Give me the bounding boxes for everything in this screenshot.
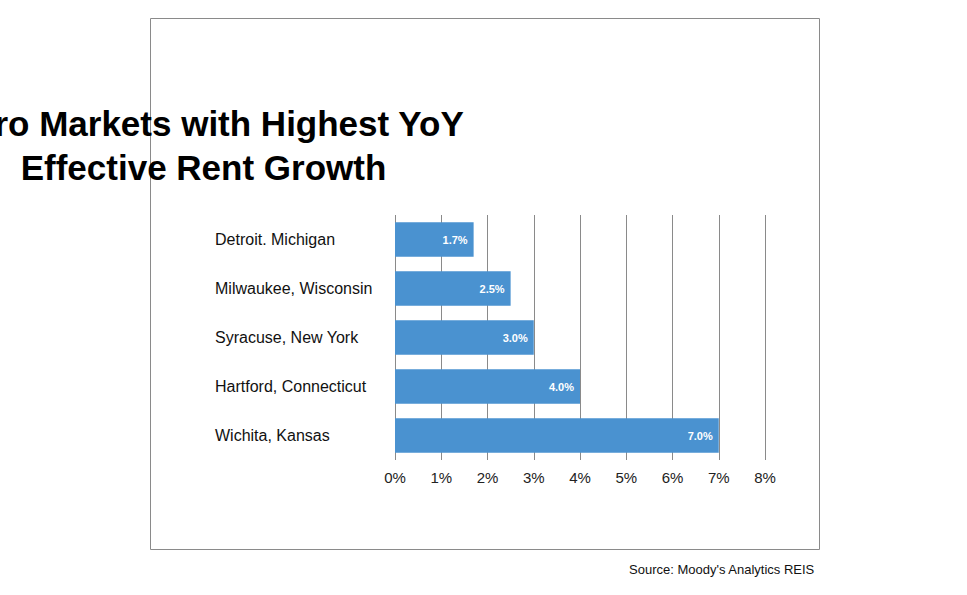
svg-text:4%: 4% — [569, 469, 591, 486]
svg-text:Source: Moody's Analytics REIS: Source: Moody's Analytics REIS — [629, 562, 815, 577]
svg-text:1%: 1% — [430, 469, 452, 486]
svg-text:0%: 0% — [384, 469, 406, 486]
svg-text:7%: 7% — [708, 469, 730, 486]
svg-text:Hartford, Connecticut: Hartford, Connecticut — [215, 378, 367, 395]
svg-text:Metro Markets with Highest YoY: Metro Markets with Highest YoY — [0, 104, 473, 143]
svg-text:Syracuse, New York: Syracuse, New York — [215, 329, 359, 346]
svg-text:8%: 8% — [754, 469, 776, 486]
svg-text:6%: 6% — [662, 469, 684, 486]
svg-text:3.0%: 3.0% — [503, 332, 528, 344]
svg-text:2%: 2% — [477, 469, 499, 486]
svg-text:3%: 3% — [523, 469, 545, 486]
svg-text:1.7%: 1.7% — [443, 234, 468, 246]
svg-text:7.0%: 7.0% — [688, 430, 713, 442]
svg-text:Wichita, Kansas: Wichita, Kansas — [215, 427, 330, 444]
svg-text:2.5%: 2.5% — [480, 283, 505, 295]
svg-text:Milwaukee, Wisconsin: Milwaukee, Wisconsin — [215, 280, 372, 297]
svg-text:Detroit. Michigan: Detroit. Michigan — [215, 231, 335, 248]
svg-text:5%: 5% — [615, 469, 637, 486]
svg-text:Effective Rent Growth: Effective Rent Growth — [21, 148, 387, 187]
svg-text:4.0%: 4.0% — [549, 381, 574, 393]
